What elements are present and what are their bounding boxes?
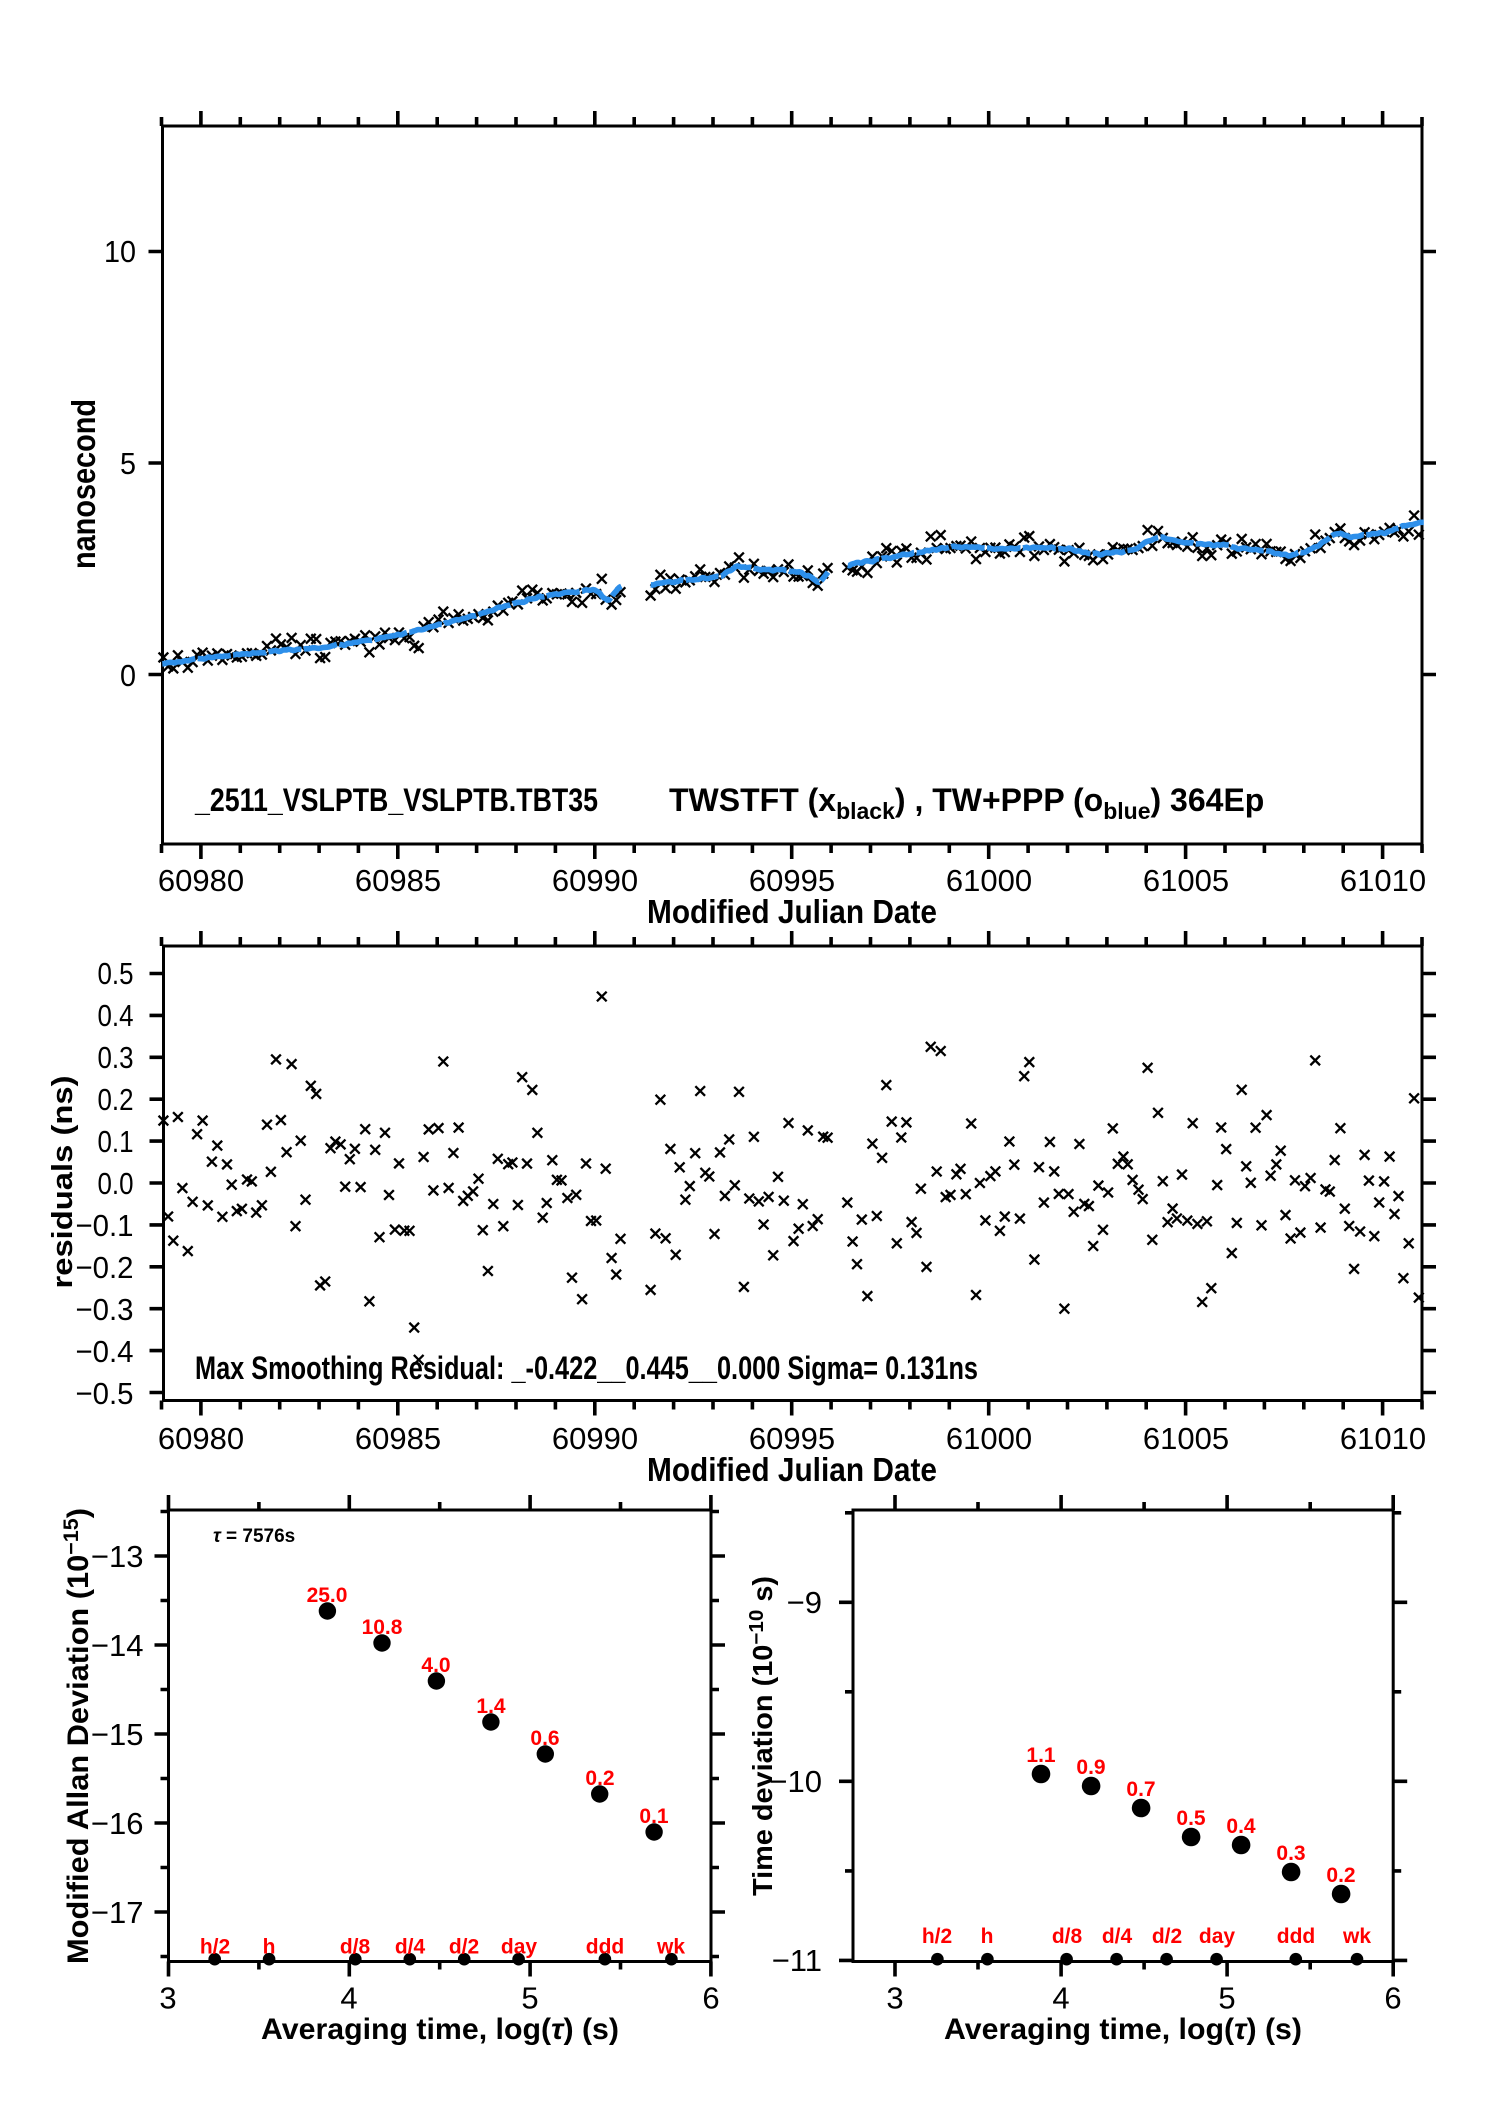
- svg-text:h: h: [263, 1936, 276, 1959]
- svg-text:−0.1: −0.1: [76, 1208, 134, 1243]
- svg-text:61000: 61000: [946, 1421, 1032, 1456]
- svg-text:0.2: 0.2: [585, 1767, 614, 1790]
- svg-text:1.1: 1.1: [1026, 1744, 1056, 1767]
- svg-text:10: 10: [104, 234, 136, 269]
- svg-text:nanosecond: nanosecond: [65, 399, 102, 569]
- svg-text:0.4: 0.4: [1226, 1815, 1256, 1838]
- svg-text:h/2: h/2: [200, 1936, 230, 1959]
- svg-text:Averaging time, log(τ) (s): Averaging time, log(τ) (s): [944, 2013, 1302, 2046]
- svg-text:61005: 61005: [1143, 1421, 1229, 1456]
- svg-text:61010: 61010: [1340, 863, 1426, 898]
- svg-text:61010: 61010: [1340, 1421, 1426, 1456]
- svg-text:0.2: 0.2: [1326, 1864, 1355, 1887]
- svg-text:day: day: [1199, 1925, 1236, 1948]
- svg-text:60985: 60985: [355, 863, 441, 898]
- svg-text:0.2: 0.2: [98, 1082, 134, 1117]
- svg-text:residuals (ns): residuals (ns): [47, 1076, 79, 1289]
- svg-text:τ = 7576s: τ = 7576s: [213, 1526, 295, 1547]
- svg-text:−0.3: −0.3: [76, 1292, 134, 1327]
- svg-text:5: 5: [1218, 1981, 1235, 2016]
- svg-text:−16: −16: [91, 1806, 144, 1841]
- svg-text:60985: 60985: [355, 1421, 441, 1456]
- svg-text:day: day: [501, 1936, 538, 1959]
- svg-text:d/8: d/8: [1052, 1925, 1083, 1948]
- svg-text:Time deviation (10−10 s): Time deviation (10−10 s): [746, 1576, 778, 1896]
- svg-text:0.1: 0.1: [98, 1124, 134, 1159]
- svg-text:4.0: 4.0: [421, 1654, 450, 1677]
- svg-text:60980: 60980: [158, 863, 244, 898]
- svg-text:d/4: d/4: [1102, 1925, 1133, 1948]
- svg-text:−15: −15: [91, 1717, 144, 1752]
- svg-text:5: 5: [521, 1981, 538, 2016]
- svg-text:0.7: 0.7: [1126, 1778, 1155, 1801]
- svg-text:−14: −14: [91, 1628, 144, 1663]
- svg-text:0.3: 0.3: [98, 1040, 134, 1075]
- svg-text:wk: wk: [656, 1936, 685, 1959]
- svg-text:1.4: 1.4: [476, 1695, 506, 1718]
- svg-text:h: h: [981, 1925, 994, 1948]
- svg-text:6: 6: [702, 1981, 719, 2016]
- svg-text:0.3: 0.3: [1276, 1842, 1305, 1865]
- svg-text:60995: 60995: [749, 1421, 835, 1456]
- svg-text:0.1: 0.1: [639, 1805, 669, 1828]
- svg-text:TWSTFT (xblack) , TW+PPP (obl: TWSTFT (xblack) , TW+PPP (oblue) 364Ep: [669, 782, 1264, 824]
- svg-text:h/2: h/2: [922, 1925, 952, 1948]
- svg-text:4: 4: [1052, 1981, 1069, 2016]
- svg-text:61000: 61000: [946, 863, 1032, 898]
- svg-text:Averaging time, log(τ) (s): Averaging time, log(τ) (s): [261, 2013, 619, 2046]
- svg-text:wk: wk: [1342, 1925, 1371, 1948]
- svg-text:Modified Julian Date: Modified Julian Date: [647, 893, 937, 930]
- svg-text:ddd: ddd: [586, 1936, 624, 1959]
- svg-text:0.6: 0.6: [530, 1727, 559, 1750]
- svg-text:60990: 60990: [552, 863, 638, 898]
- svg-text:10.8: 10.8: [362, 1616, 403, 1639]
- svg-text:5: 5: [120, 446, 136, 481]
- svg-text:−11: −11: [772, 1943, 822, 1978]
- svg-text:ddd: ddd: [1277, 1925, 1315, 1948]
- svg-text:60990: 60990: [552, 1421, 638, 1456]
- svg-text:Modified Julian Date: Modified Julian Date: [647, 1451, 937, 1488]
- svg-text:61005: 61005: [1143, 863, 1229, 898]
- svg-text:−13: −13: [91, 1539, 144, 1574]
- svg-text:60995: 60995: [749, 863, 835, 898]
- svg-text:−0.4: −0.4: [76, 1334, 134, 1369]
- svg-text:0.4: 0.4: [98, 998, 134, 1033]
- svg-text:d/4: d/4: [395, 1936, 426, 1959]
- svg-text:−17: −17: [91, 1895, 144, 1930]
- svg-text:Max Smoothing Residual: _-0.42: Max Smoothing Residual: _-0.422__0.445__…: [195, 1350, 978, 1386]
- svg-text:3: 3: [159, 1981, 176, 2016]
- svg-text:−10: −10: [769, 1764, 822, 1799]
- svg-text:6: 6: [1384, 1981, 1401, 2016]
- svg-text:0.5: 0.5: [1176, 1807, 1206, 1830]
- svg-text:d/8: d/8: [340, 1936, 371, 1959]
- svg-text:0: 0: [120, 658, 136, 693]
- svg-text:25.0: 25.0: [307, 1584, 348, 1607]
- svg-text:_2511_VSLPTB_VSLPTB.TBT35: _2511_VSLPTB_VSLPTB.TBT35: [194, 782, 598, 818]
- svg-text:0.9: 0.9: [1076, 1756, 1105, 1779]
- svg-text:−9: −9: [787, 1585, 822, 1620]
- svg-text:d/2: d/2: [1152, 1925, 1182, 1948]
- svg-text:Modified Allan Deviation (10−1: Modified Allan Deviation (10−15): [60, 1508, 95, 1964]
- svg-text:−0.2: −0.2: [76, 1250, 134, 1285]
- svg-text:4: 4: [340, 1981, 357, 2016]
- svg-text:0.0: 0.0: [98, 1166, 134, 1201]
- svg-text:3: 3: [886, 1981, 903, 2016]
- svg-text:60980: 60980: [158, 1421, 244, 1456]
- svg-text:−0.5: −0.5: [76, 1376, 134, 1411]
- svg-text:0.5: 0.5: [98, 956, 134, 991]
- svg-text:d/2: d/2: [449, 1936, 479, 1959]
